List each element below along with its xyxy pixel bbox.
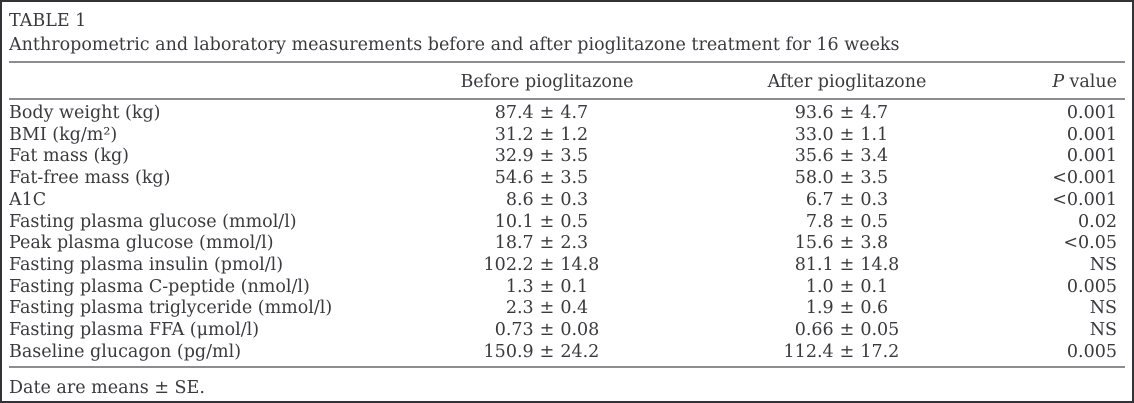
table-subtitle: Anthropometric and laboratory measuremen… <box>9 35 900 55</box>
table-row: A1C 8.6 ±0.3 6.7 ±0.3 <0.001 <box>9 190 1125 212</box>
row-label: Fasting plasma triglyceride (mmol/l) <box>9 298 333 319</box>
before-value: 2.3 ±0.4 <box>505 298 589 319</box>
plus-minus: ± <box>539 341 555 362</box>
header-empty <box>9 63 407 100</box>
table-body: Body weight (kg) 87.4 ±4.7 93.6 ±4.7 0.001… <box>9 99 1125 363</box>
p-value: NS <box>1089 254 1117 275</box>
measurements-table: Before pioglitazone After pioglitazone P… <box>9 63 1125 363</box>
row-label: Fasting plasma insulin (pmol/l) <box>9 254 284 275</box>
plus-minus: ± <box>839 276 855 297</box>
table-row: Fat-free mass (kg) 54.6 ±3.5 58.0 ±3.5 <0.… <box>9 168 1125 190</box>
p-value: NS <box>1089 298 1117 319</box>
table-title-block: TABLE 1 Anthropometric and laboratory me… <box>9 2 1125 63</box>
before-value: 150.9 ±24.2 <box>483 341 600 362</box>
row-label: Fat-free mass (kg) <box>9 168 171 189</box>
plus-minus: ± <box>539 103 555 123</box>
table-footnote: Date are means ± SE. <box>9 366 1125 400</box>
plus-minus: ± <box>839 341 855 362</box>
row-label: Fasting plasma FFA (μmol/l) <box>9 320 260 341</box>
p-value: <0.001 <box>1052 189 1117 210</box>
plus-minus: ± <box>839 320 855 341</box>
after-value: 58.0 ±3.5 <box>794 168 889 189</box>
after-value: 33.0 ±1.1 <box>794 124 889 145</box>
plus-minus: ± <box>839 211 855 232</box>
plus-minus: ± <box>539 233 555 254</box>
plus-minus: ± <box>539 320 555 341</box>
after-value: 93.6 ±4.7 <box>794 103 889 123</box>
p-value: <0.001 <box>1052 168 1117 189</box>
table-row: Fasting plasma insulin (pmol/l) 102.2 ±14… <box>9 255 1125 277</box>
after-value: 112.4 ±17.2 <box>783 341 900 362</box>
p-value: 0.005 <box>1066 341 1117 362</box>
row-label: Fasting plasma C-peptide (nmol/l) <box>9 276 310 297</box>
row-label: Body weight (kg) <box>9 103 161 123</box>
plus-minus: ± <box>839 233 855 254</box>
p-value: NS <box>1089 320 1117 341</box>
table-row: Peak plasma glucose (mmol/l) 18.7 ±2.3 15… <box>9 233 1125 255</box>
plus-minus: ± <box>539 168 555 189</box>
table-row: Fasting plasma glucose (mmol/l) 10.1 ±0.5… <box>9 212 1125 234</box>
plus-minus: ± <box>539 146 555 167</box>
row-label: BMI (kg/m²) <box>9 124 118 145</box>
p-value: 0.001 <box>1066 124 1117 145</box>
before-value: 31.2 ±1.2 <box>494 124 589 145</box>
plus-minus: ± <box>539 276 555 297</box>
header-row: Before pioglitazone After pioglitazone P… <box>9 63 1125 100</box>
after-value: 0.66 ±0.05 <box>794 320 900 341</box>
row-label: Baseline glucagon (pg/ml) <box>9 341 242 362</box>
after-value: 1.9 ±0.6 <box>805 298 889 319</box>
before-value: 102.2 ±14.8 <box>483 254 600 275</box>
table-header: Before pioglitazone After pioglitazone P… <box>9 63 1125 100</box>
table-row: Body weight (kg) 87.4 ±4.7 93.6 ±4.7 0.001 <box>9 99 1125 125</box>
table-row: Fat mass (kg) 32.9 ±3.5 35.6 ±3.4 0.001 <box>9 146 1125 168</box>
plus-minus: ± <box>539 254 555 275</box>
table-row: Fasting plasma triglyceride (mmol/l) 2.3… <box>9 298 1125 320</box>
before-value: 18.7 ±2.3 <box>494 233 589 254</box>
header-p-italic: P <box>1052 72 1065 92</box>
plus-minus: ± <box>839 168 855 189</box>
plus-minus: ± <box>539 211 555 232</box>
header-p-rest: value <box>1069 72 1117 92</box>
p-value: 0.001 <box>1066 103 1117 123</box>
header-before: Before pioglitazone <box>407 63 687 100</box>
plus-minus: ± <box>839 298 855 319</box>
plus-minus: ± <box>539 189 555 210</box>
plus-minus: ± <box>839 189 855 210</box>
plus-minus: ± <box>839 103 855 123</box>
row-label: Fat mass (kg) <box>9 146 129 167</box>
p-value: 0.005 <box>1066 276 1117 297</box>
plus-minus: ± <box>839 124 855 145</box>
before-value: 32.9 ±3.5 <box>494 146 589 167</box>
plus-minus: ± <box>839 146 855 167</box>
before-value: 87.4 ±4.7 <box>494 103 589 123</box>
row-label: Fasting plasma glucose (mmol/l) <box>9 211 297 232</box>
after-value: 6.7 ±0.3 <box>805 189 889 210</box>
plus-minus: ± <box>539 124 555 145</box>
table-row: Fasting plasma C-peptide (nmol/l) 1.3 ±0.… <box>9 277 1125 299</box>
before-value: 1.3 ±0.1 <box>505 276 589 297</box>
p-value: 0.02 <box>1078 211 1117 232</box>
p-value: <0.05 <box>1063 233 1117 254</box>
header-after: After pioglitazone <box>687 63 1007 100</box>
after-value: 7.8 ±0.5 <box>805 211 889 232</box>
before-value: 54.6 ±3.5 <box>494 168 589 189</box>
row-label: A1C <box>9 189 47 210</box>
before-value: 0.73 ±0.08 <box>494 320 600 341</box>
after-value: 15.6 ±3.8 <box>794 233 889 254</box>
after-value: 35.6 ±3.4 <box>794 146 889 167</box>
table-row: Baseline glucagon (pg/ml) 150.9 ±24.2 112… <box>9 342 1125 364</box>
before-value: 10.1 ±0.5 <box>494 211 589 232</box>
before-value: 8.6 ±0.3 <box>505 189 589 210</box>
plus-minus: ± <box>539 298 555 319</box>
table-title: TABLE 1 <box>9 11 87 31</box>
row-label: Peak plasma glucose (mmol/l) <box>9 233 274 254</box>
p-value: 0.001 <box>1066 146 1117 167</box>
table-row: Fasting plasma FFA (μmol/l) 0.73 ±0.08 0.… <box>9 320 1125 342</box>
table-row: BMI (kg/m²) 31.2 ±1.2 33.0 ±1.1 0.001 <box>9 125 1125 147</box>
plus-minus: ± <box>839 254 855 275</box>
after-value: 81.1 ±14.8 <box>794 254 900 275</box>
after-value: 1.0 ±0.1 <box>805 276 889 297</box>
